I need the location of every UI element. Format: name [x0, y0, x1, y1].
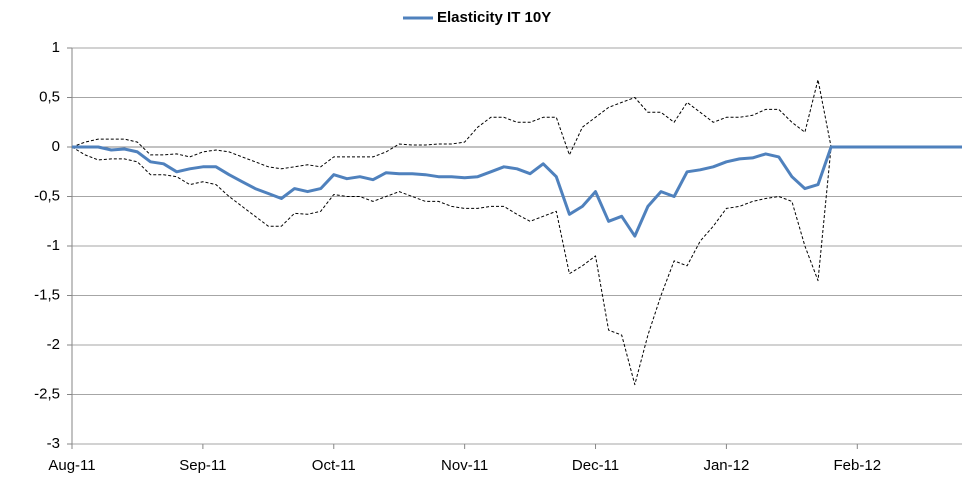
y-tick-label: -2: [47, 336, 60, 353]
x-tick-label: Aug-11: [48, 457, 95, 474]
data-line: [72, 145, 962, 238]
band-line: [71, 79, 962, 170]
band-line: [71, 146, 962, 386]
y-tick-label: -1: [47, 237, 60, 254]
x-tick-label: Oct-11: [312, 457, 356, 474]
y-tick-label: -1,5: [34, 286, 60, 303]
y-tick-label: -2,5: [34, 385, 60, 402]
y-tick-label: 0,5: [39, 88, 60, 105]
y-tick-label: -3: [47, 435, 60, 452]
y-tick-label: 0: [52, 138, 60, 155]
x-tick-label: Jan-12: [703, 457, 749, 474]
x-tick-label: Nov-11: [441, 457, 488, 474]
y-tick-label: 1: [52, 39, 60, 56]
x-tick-label: Dec-11: [572, 457, 619, 474]
x-tick-label: Feb-12: [834, 457, 882, 474]
x-tick-label: Sep-11: [179, 457, 226, 474]
legend-label: Elasticity IT 10Y: [437, 9, 551, 26]
y-tick-label: -0,5: [34, 187, 60, 204]
